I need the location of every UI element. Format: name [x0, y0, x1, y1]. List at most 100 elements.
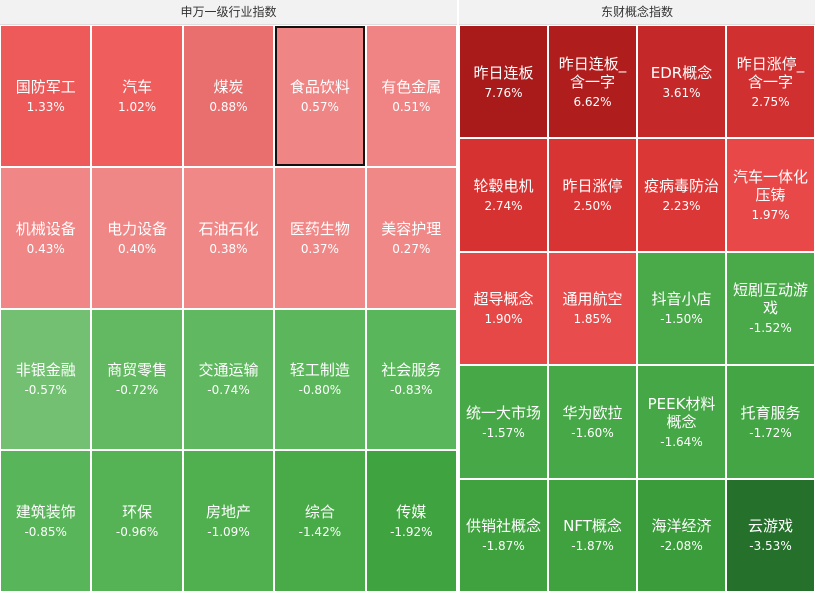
- tile[interactable]: 短剧互动游戏 -1.52%: [727, 252, 814, 365]
- tile[interactable]: 环保 -0.96%: [92, 451, 182, 591]
- panel-title: 东财概念指数: [459, 0, 815, 25]
- tile[interactable]: 托育服务 -1.72%: [727, 366, 814, 478]
- tile-change: 0.40%: [118, 241, 157, 256]
- tile-name: 统一大市场: [465, 403, 541, 422]
- tile[interactable]: 汽车一体化压铸 1.97%: [727, 139, 814, 251]
- tile-name: 煤炭: [213, 77, 244, 96]
- tile-name: 电力设备: [107, 219, 168, 238]
- tile-change: -1.64%: [660, 434, 703, 449]
- tile-name: 交通运输: [198, 361, 259, 380]
- tile[interactable]: 海洋经济 -2.08%: [638, 479, 725, 591]
- tile-change: 0.57%: [300, 99, 339, 114]
- tile[interactable]: 统一大市场 -1.57%: [460, 366, 547, 478]
- tile[interactable]: 建筑装饰 -0.85%: [1, 451, 91, 591]
- tile-change: -0.80%: [298, 383, 342, 398]
- tile[interactable]: 综合 -1.42%: [275, 451, 365, 591]
- tile[interactable]: 轻工制造 -0.80%: [275, 309, 365, 450]
- tile-change: -1.09%: [207, 525, 250, 540]
- tile[interactable]: 供销社概念 -1.87%: [460, 479, 547, 591]
- tile-change: 1.33%: [26, 99, 65, 114]
- tile[interactable]: 商贸零售 -0.72%: [92, 309, 182, 450]
- tile-name: 房地产: [205, 503, 251, 522]
- tile-change: 0.38%: [209, 241, 248, 256]
- tile-name: 昨日连板: [473, 63, 534, 82]
- tile[interactable]: 有色金属 0.51%: [366, 26, 456, 166]
- tile-name: 抖音小店: [651, 290, 712, 309]
- tile-name: 社会服务: [381, 361, 442, 380]
- tile[interactable]: 煤炭 0.88%: [183, 26, 274, 166]
- tile[interactable]: 食品饮料 0.57%: [275, 26, 365, 166]
- tile-name: 机械设备: [15, 219, 76, 238]
- tile[interactable]: 通用航空 1.85%: [549, 252, 636, 365]
- tile-name: 托育服务: [740, 403, 801, 422]
- tile-change: -0.74%: [207, 383, 250, 398]
- tile-change: 1.02%: [118, 99, 157, 114]
- tile-change: -0.83%: [390, 383, 433, 398]
- tile-name: 非银金融: [15, 361, 76, 380]
- tile[interactable]: 国防军工 1.33%: [1, 26, 91, 166]
- tile-name: 国防军工: [15, 77, 76, 96]
- tile[interactable]: 抖音小店 -1.50%: [638, 252, 725, 365]
- tile-change: 1.97%: [751, 208, 790, 223]
- tile-name: 石油石化: [198, 219, 259, 238]
- tile-name: EDR概念: [650, 63, 713, 82]
- tile-change: 2.23%: [662, 199, 701, 214]
- tile-change: -1.87%: [571, 539, 614, 554]
- tile-name: 食品饮料: [289, 77, 350, 96]
- tile-change: -0.85%: [24, 525, 67, 540]
- tile[interactable]: 昨日涨停_含一字 2.75%: [727, 26, 814, 138]
- tile-change: 0.51%: [392, 99, 431, 114]
- tile[interactable]: 轮毂电机 2.74%: [460, 139, 547, 251]
- tile-change: 1.85%: [573, 312, 612, 327]
- tile[interactable]: 社会服务 -0.83%: [366, 309, 456, 450]
- tile[interactable]: 汽车 1.02%: [92, 26, 182, 166]
- tile-name: 超导概念: [473, 290, 534, 309]
- tile[interactable]: 传媒 -1.92%: [366, 451, 456, 591]
- tile[interactable]: 电力设备 0.40%: [92, 167, 182, 308]
- tile[interactable]: NFT概念 -1.87%: [549, 479, 636, 591]
- grid: 国防军工 1.33% 汽车 1.02% 煤炭 0.88% 食品饮料 0.57% 有色金属 0.51…: [0, 25, 457, 592]
- tile-name: 商贸零售: [107, 361, 168, 380]
- tile-change: -1.50%: [660, 312, 703, 327]
- tile[interactable]: 医药生物 0.37%: [275, 167, 365, 308]
- tile-change: 6.62%: [573, 94, 612, 109]
- tile-change: 7.76%: [484, 85, 523, 100]
- tile-name: 短剧互动游戏: [732, 281, 808, 318]
- tile-name: 汽车: [122, 77, 153, 96]
- tile[interactable]: 昨日连板 7.76%: [460, 26, 547, 138]
- tile[interactable]: PEEK材料概念 -1.64%: [638, 366, 725, 478]
- tile-name: 华为欧拉: [562, 403, 623, 422]
- panel-title: 申万一级行业指数: [0, 0, 457, 25]
- tile[interactable]: 美容护理 0.27%: [366, 167, 456, 308]
- tile-name: 汽车一体化压铸: [732, 168, 808, 205]
- tile-name: 轮毂电机: [473, 177, 534, 196]
- tile[interactable]: 疫病毒防治 2.23%: [638, 139, 725, 251]
- tile[interactable]: 石油石化 0.38%: [183, 167, 274, 308]
- tile-change: 2.50%: [573, 199, 612, 214]
- tile[interactable]: 昨日连板_含一字 6.62%: [549, 26, 636, 138]
- tile-change: -2.08%: [660, 539, 703, 554]
- tile-change: 0.43%: [26, 241, 65, 256]
- tile[interactable]: 机械设备 0.43%: [1, 167, 91, 308]
- tile-change: 1.90%: [484, 312, 523, 327]
- tile-name: 昨日涨停: [562, 177, 623, 196]
- tile-change: -0.72%: [115, 383, 159, 398]
- tile[interactable]: 云游戏 -3.53%: [727, 479, 814, 591]
- tile-change: -3.53%: [749, 539, 792, 554]
- tile[interactable]: 昨日涨停 2.50%: [549, 139, 636, 251]
- tile[interactable]: 超导概念 1.90%: [460, 252, 547, 365]
- tile[interactable]: 交通运输 -0.74%: [183, 309, 274, 450]
- tile[interactable]: 房地产 -1.09%: [183, 451, 274, 591]
- tile-name: 建筑装饰: [15, 503, 76, 522]
- tile-name: 昨日涨停_含一字: [736, 54, 805, 91]
- tile-change: 2.75%: [751, 94, 790, 109]
- tile-name: 疫病毒防治: [643, 177, 719, 196]
- tile-name: PEEK材料概念: [647, 394, 716, 431]
- tile[interactable]: 华为欧拉 -1.60%: [549, 366, 636, 478]
- tile-change: -1.60%: [571, 425, 614, 440]
- tile-name: 有色金属: [381, 77, 442, 96]
- tile[interactable]: EDR概念 3.61%: [638, 26, 725, 138]
- tile-change: -1.42%: [298, 525, 342, 540]
- tile[interactable]: 非银金融 -0.57%: [1, 309, 91, 450]
